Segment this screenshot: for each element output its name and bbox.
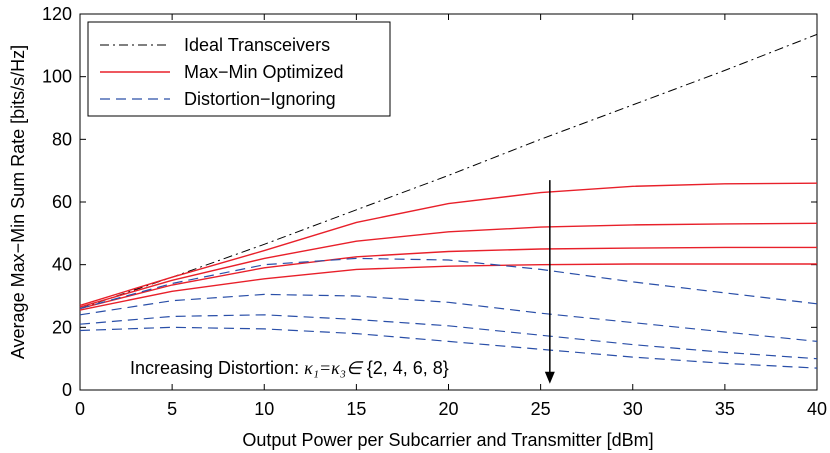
x-tick-label: 15	[346, 399, 366, 419]
y-tick-label: 20	[52, 317, 72, 337]
maxmin-line-2	[79, 222, 818, 308]
maxmin-line-1	[79, 182, 818, 307]
ideal-line	[79, 33, 818, 309]
y-tick-label: 120	[42, 4, 72, 24]
x-tick-label: 35	[715, 399, 735, 419]
legend-label-ideal: Ideal Transceivers	[184, 35, 330, 55]
distortion-line-3	[79, 314, 818, 360]
distortion-arrow-head	[544, 371, 555, 384]
legend-label-distortion: Distortion−Ignoring	[184, 89, 336, 109]
legend-label-maxmin: Max−Min Optimized	[184, 62, 344, 82]
annotation-prefix: Increasing Distortion:	[130, 358, 304, 378]
x-tick-label: 10	[254, 399, 274, 419]
x-tick-label: 20	[438, 399, 458, 419]
annotation-group: Increasing Distortion: κ₁=κ₃∈ {2, 4, 6, …	[130, 180, 555, 384]
legend-box	[87, 21, 391, 117]
axis-ticks: 0 5 10 15 20 25 30 35 40 0 20 40 60 80 100 120	[42, 4, 827, 419]
distortion-annotation: Increasing Distortion: κ₁=κ₃∈ {2, 4, 6, …	[130, 358, 449, 378]
y-tick-label: 0	[62, 380, 72, 400]
maxmin-line-4	[79, 263, 817, 311]
annotation-set: {2, 4, 6, 8}	[367, 358, 449, 378]
maxmin-line-3	[79, 246, 817, 310]
annotation-math: κ₁=κ₃∈	[304, 358, 364, 378]
series-group	[79, 33, 818, 369]
x-tick-label: 25	[531, 399, 551, 419]
y-tick-label: 100	[42, 67, 72, 87]
x-tick-label: 40	[807, 399, 827, 419]
y-tick-label: 60	[52, 192, 72, 212]
y-tick-label: 40	[52, 255, 72, 275]
x-axis-label: Output Power per Subcarrier and Transmit…	[242, 430, 653, 450]
y-axis-label: Average Max−Min Sum Rate [bits/s/Hz]	[8, 45, 28, 359]
y-tick-label: 80	[52, 129, 72, 149]
distortion-line-1	[79, 257, 818, 310]
legend: Ideal Transceivers Max−Min Optimized Dis…	[87, 21, 391, 117]
x-tick-label: 5	[167, 399, 177, 419]
distortion-line-2	[79, 293, 818, 342]
x-tick-label: 30	[623, 399, 643, 419]
x-tick-label: 0	[75, 399, 85, 419]
distortion-line-4	[79, 326, 818, 369]
